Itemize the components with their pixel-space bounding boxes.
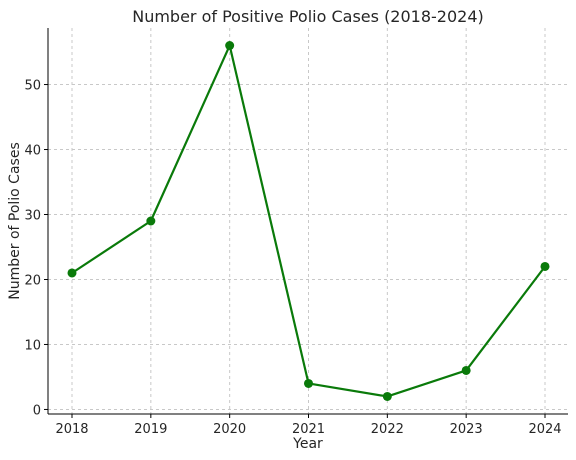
y-axis-label: Number of Polio Cases	[7, 142, 23, 300]
y-tick-label: 30	[24, 209, 41, 224]
x-tick-label: 2018	[55, 422, 88, 437]
data-point	[540, 261, 550, 271]
x-axis-label: Year	[292, 436, 323, 452]
data-point	[382, 391, 392, 401]
y-tick-label: 50	[24, 79, 41, 94]
data-point	[461, 365, 471, 375]
y-tick-label: 40	[24, 144, 41, 159]
data-point	[304, 378, 313, 388]
y-tick-label: 20	[24, 273, 41, 288]
x-tick-label: 2024	[528, 422, 561, 437]
x-axis-ticks: 2018 2019 2020 2021 2022 2023 2024	[55, 414, 562, 437]
x-tick-label: 2022	[371, 422, 404, 437]
series-layer	[67, 41, 550, 401]
y-tick-label: 0	[33, 403, 41, 418]
x-tick-label: 2020	[213, 422, 246, 437]
y-axis-ticks: 0 10 20 30 40 50	[24, 79, 48, 418]
y-tick-label: 10	[24, 338, 41, 353]
x-tick-label: 2023	[450, 422, 483, 437]
x-tick-label: 2019	[134, 422, 167, 437]
chart-title: Number of Positive Polio Cases (2018-202…	[132, 7, 484, 26]
data-point	[146, 216, 156, 226]
data-point	[225, 41, 235, 51]
grid	[48, 28, 568, 414]
x-tick-label: 2021	[292, 422, 325, 437]
data-point	[67, 268, 77, 278]
